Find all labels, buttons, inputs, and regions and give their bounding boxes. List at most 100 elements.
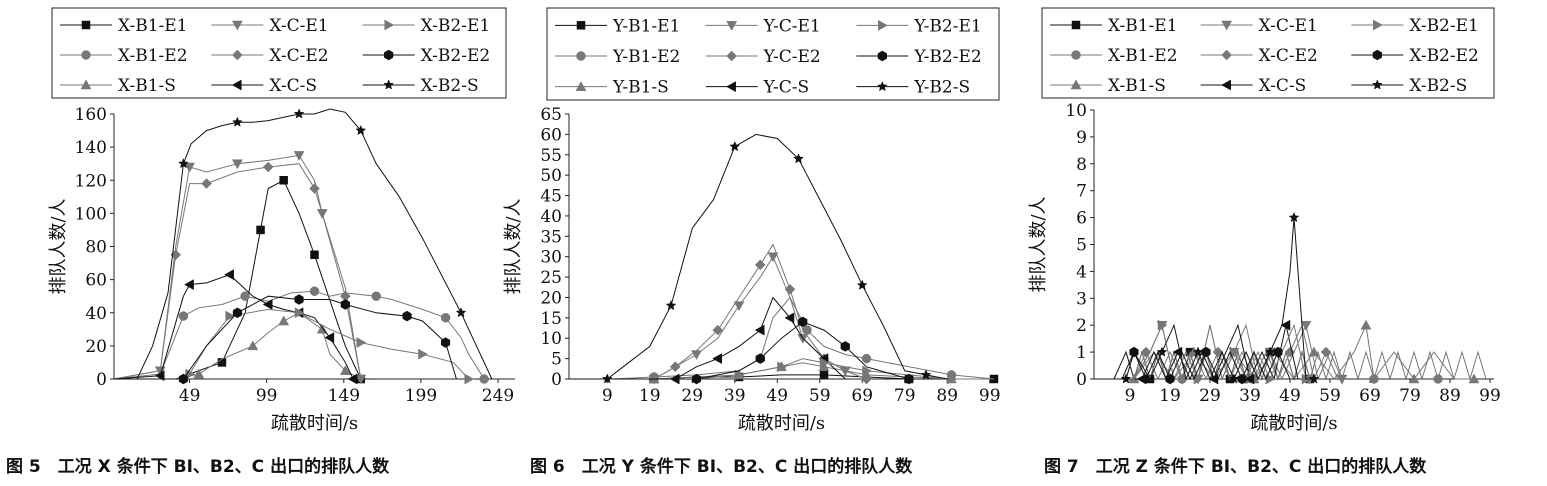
data-point: [418, 348, 428, 360]
y-tick-label: 3: [1076, 289, 1087, 309]
y-tick-label: 160: [75, 105, 107, 125]
x-tick-label: 99: [1479, 386, 1501, 406]
data-point: [1192, 346, 1204, 357]
y-tick-label: 35: [540, 227, 562, 247]
data-point: [1244, 373, 1255, 385]
legend-label: Y-B1-E1: [612, 16, 680, 36]
x-tick-label: 199: [405, 386, 437, 406]
legend-entry: X-B1-E2: [1050, 46, 1178, 66]
y-tick-label: 20: [85, 337, 107, 357]
data-point: [224, 269, 234, 281]
y-tick-label: 25: [540, 268, 562, 288]
legend-swatch-marker: [1371, 79, 1383, 90]
data-point: [665, 299, 677, 311]
y-tick-label: 45: [540, 187, 562, 207]
data-point: [947, 373, 958, 385]
data-point: [601, 373, 613, 384]
data-point: [1264, 346, 1276, 357]
data-point: [784, 312, 795, 324]
legend-label: X-C-S: [1259, 76, 1307, 96]
data-point: [1120, 373, 1132, 384]
legend-label: Y-C-S: [763, 78, 810, 98]
data-point: [339, 365, 351, 375]
figure-6-caption: 图 6 工况 Y 条件下 BI、B2、C 出口的排队人数: [530, 457, 913, 477]
x-tick-label: 59: [809, 386, 831, 406]
x-tick-label: 149: [328, 386, 360, 406]
series-Y-B2-S: [569, 133, 948, 384]
data-point: [1237, 373, 1247, 385]
data-point: [309, 183, 320, 194]
legend-entry: Y-B2-S: [856, 78, 970, 98]
y-tick-label: 6: [1076, 209, 1087, 229]
legend-entry: X-C-E2: [211, 46, 329, 66]
legend-entry: X-C-E1: [211, 16, 329, 36]
legend-swatch-marker: [1221, 79, 1231, 91]
legend-entry: X-B1-E2: [60, 46, 188, 66]
legend-entry: X-B2-E1: [362, 16, 491, 36]
series-X-B1-E1: [114, 176, 377, 384]
legend-label: Y-B2-S: [913, 78, 970, 98]
y-tick-label: 15: [540, 309, 562, 329]
data-point: [754, 324, 765, 336]
series-line: [114, 312, 362, 380]
legend-swatch-marker: [1373, 19, 1383, 31]
legend-label: Y-B1-S: [612, 78, 669, 98]
y-tick-label: 4: [1076, 262, 1087, 282]
legend-label: Y-C-E1: [763, 16, 821, 36]
legend-entry: Y-B2-E2: [856, 47, 982, 67]
data-point: [712, 353, 722, 365]
data-point: [402, 310, 412, 322]
legend-frame: [1041, 7, 1495, 99]
legend-entry: X-B2-E2: [1351, 46, 1479, 66]
y-tick-label: 30: [540, 248, 562, 268]
series-line: [1094, 217, 1314, 381]
data-point: [1201, 346, 1211, 358]
figure-5-caption: 图 5 工况 X 条件下 BI、B2、C 出口的排队人数: [6, 457, 390, 477]
data-point: [1280, 319, 1291, 331]
series-line: [114, 179, 377, 380]
series-Y-B2-E2: [569, 316, 914, 385]
legend-frame: [546, 7, 1000, 101]
data-point: [733, 301, 745, 312]
data-point: [310, 250, 319, 260]
y-tick-label: 100: [75, 204, 107, 224]
x-tick-label: 39: [724, 386, 746, 406]
series-line: [569, 321, 910, 380]
legend-entry: Y-B2-E1: [856, 16, 982, 36]
legend-label: X-B2-E1: [421, 16, 491, 36]
figure-7-caption: 图 7 工况 Z 条件下 BI、B2、C 出口的排队人数: [1044, 457, 1427, 477]
legend-entry: X-B1-E1: [1050, 16, 1178, 36]
data-point: [231, 116, 243, 127]
data-point: [862, 365, 873, 377]
series-line: [114, 295, 457, 380]
legend-swatch-marker: [384, 49, 394, 61]
x-tick-label: 69: [851, 386, 873, 406]
series-X-B2-S: [1094, 211, 1320, 384]
series-line: [569, 133, 948, 380]
data-point: [798, 316, 808, 328]
x-tick-label: 79: [894, 386, 916, 406]
y-tick-label: 140: [75, 138, 107, 158]
legend-swatch-marker: [1372, 49, 1382, 61]
data-point: [1360, 319, 1372, 330]
x-tick-label: 9: [602, 386, 613, 406]
data-point: [793, 153, 804, 164]
legend-swatch-marker: [1221, 20, 1233, 31]
legend-swatch-marker: [383, 79, 395, 90]
legend-label: Y-B2-E2: [913, 47, 981, 67]
data-point: [1288, 211, 1300, 223]
legend-label: X-B1-S: [118, 76, 176, 96]
legend-label: X-B2-E2: [1409, 46, 1479, 66]
data-point: [1284, 346, 1296, 358]
legend-entry: X-C-E2: [1200, 46, 1318, 66]
x-tick-label: 19: [1159, 386, 1181, 406]
legend-label: Y-C-E2: [763, 47, 821, 67]
legend-entry: X-B2-S: [1351, 76, 1467, 96]
legend-label: X-C-E2: [269, 46, 328, 66]
data-point: [193, 368, 205, 379]
data-point: [464, 373, 475, 385]
data-point: [712, 324, 724, 336]
data-point: [1408, 373, 1420, 384]
x-axis-label: 疏散时间/s: [1250, 413, 1337, 434]
series-line: [113, 154, 362, 380]
